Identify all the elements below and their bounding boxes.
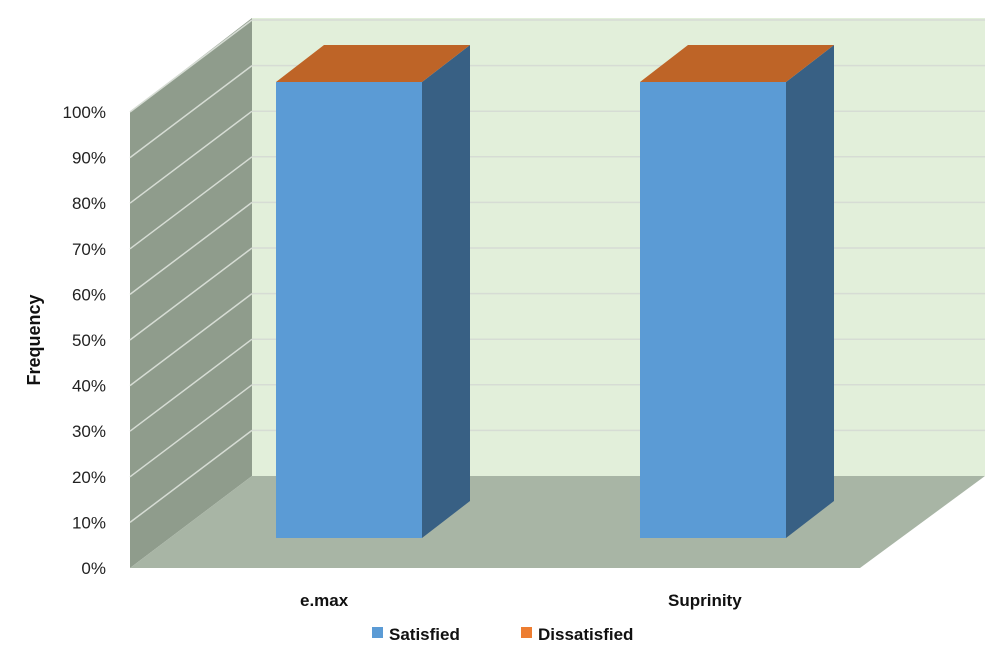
floor (130, 476, 985, 568)
bar-front-satisfied (276, 82, 422, 538)
y-tick-label: 90% (72, 149, 106, 168)
gridline-side (129, 384, 253, 478)
gridline-side (129, 429, 253, 523)
gridline-side (129, 19, 253, 113)
bar-side-satisfied (786, 45, 834, 538)
gridline-side (129, 293, 253, 387)
bar-top-dissatisfied (276, 45, 470, 82)
y-tick-label: 20% (72, 468, 106, 487)
gridline-side (129, 201, 253, 295)
legend-label-dissatisfied: Dissatisfied (538, 625, 633, 644)
side-wall (130, 18, 252, 568)
gridline-side (129, 65, 253, 159)
x-category-label: e.max (300, 591, 349, 610)
legend: Satisfied Dissatisfied (372, 625, 633, 644)
bars (276, 45, 834, 538)
gridline-side (129, 110, 253, 204)
bar-side-satisfied (422, 45, 470, 538)
y-tick-label: 0% (81, 559, 106, 578)
y-tick-label: 30% (72, 422, 106, 441)
x-category-label: Suprinity (668, 591, 742, 610)
y-tick-label: 60% (72, 285, 106, 304)
legend-swatch-satisfied (372, 627, 383, 638)
y-tick-label: 10% (72, 513, 106, 532)
bar-front-satisfied (640, 82, 786, 538)
legend-label-satisfied: Satisfied (389, 625, 460, 644)
y-tick-label: 40% (72, 377, 106, 396)
gridline-side (129, 156, 253, 250)
legend-swatch-dissatisfied (521, 627, 532, 638)
y-tick-label: 80% (72, 194, 106, 213)
gridline-side (129, 338, 253, 432)
y-axis-ticks: 0% 10% 20% 30% 40% 50% 60% 70% 80% 90% 100% (63, 103, 106, 578)
y-tick-label: 100% (63, 103, 106, 122)
gridline-side (129, 247, 253, 341)
bar-top-dissatisfied (640, 45, 834, 82)
y-tick-label: 70% (72, 240, 106, 259)
y-tick-label: 50% (72, 331, 106, 350)
x-axis-categories: e.max Suprinity (300, 591, 742, 610)
y-axis-label: Frequency (24, 294, 44, 385)
